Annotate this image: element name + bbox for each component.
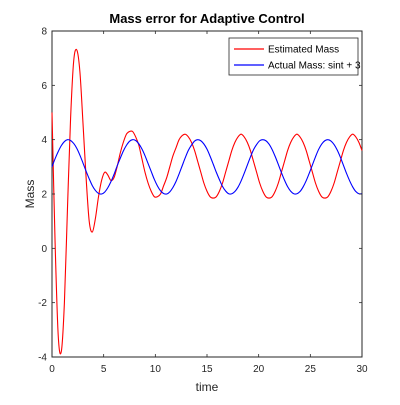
x-tick-label: 5 (101, 364, 107, 375)
y-tick-label: 8 (41, 27, 47, 38)
legend-label-actual-mass: Actual Mass: sint + 3 (268, 61, 361, 72)
series-line-estimated-mass (51, 48, 363, 355)
y-tick-label: -2 (38, 298, 47, 309)
y-tick-label: -4 (38, 353, 47, 364)
series-layer (51, 48, 363, 355)
y-tick-label: 2 (41, 190, 47, 201)
chart-title: Mass error for Adaptive Control (109, 11, 304, 26)
plot-area (51, 30, 363, 358)
legend: Estimated Mass Actual Mass: sint + 3 (228, 37, 361, 76)
series-line-actual-mass (51, 139, 363, 195)
x-tick-label: 15 (201, 364, 213, 375)
y-axis-label: Mass (23, 180, 37, 209)
x-axis-label: time (196, 380, 219, 394)
x-tick-label: 10 (150, 364, 162, 375)
x-tick-label: 25 (305, 364, 317, 375)
legend-label-estimated-mass: Estimated Mass (268, 45, 339, 56)
legend-box (228, 37, 359, 76)
x-tick-label: 0 (49, 364, 55, 375)
y-tick-label: 6 (41, 81, 47, 92)
y-tick-label: 0 (41, 244, 47, 255)
x-tick-label: 30 (356, 364, 368, 375)
x-tick-label: 20 (253, 364, 265, 375)
ticks-layer: 0 5 10 15 20 25 30 -4 -2 0 2 4 6 8 (38, 27, 368, 376)
y-tick-label: 4 (41, 135, 47, 146)
